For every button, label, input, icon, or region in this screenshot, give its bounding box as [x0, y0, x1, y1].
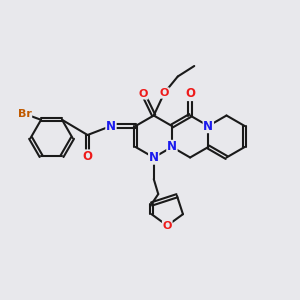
Text: N: N — [106, 119, 116, 133]
Text: Br: Br — [18, 109, 32, 119]
Text: O: O — [82, 150, 93, 163]
Text: N: N — [167, 140, 177, 154]
Text: N: N — [203, 119, 213, 133]
Text: O: O — [163, 220, 172, 231]
Text: O: O — [185, 87, 195, 101]
Text: O: O — [139, 89, 148, 99]
Text: N: N — [149, 151, 159, 164]
Text: O: O — [160, 88, 169, 98]
